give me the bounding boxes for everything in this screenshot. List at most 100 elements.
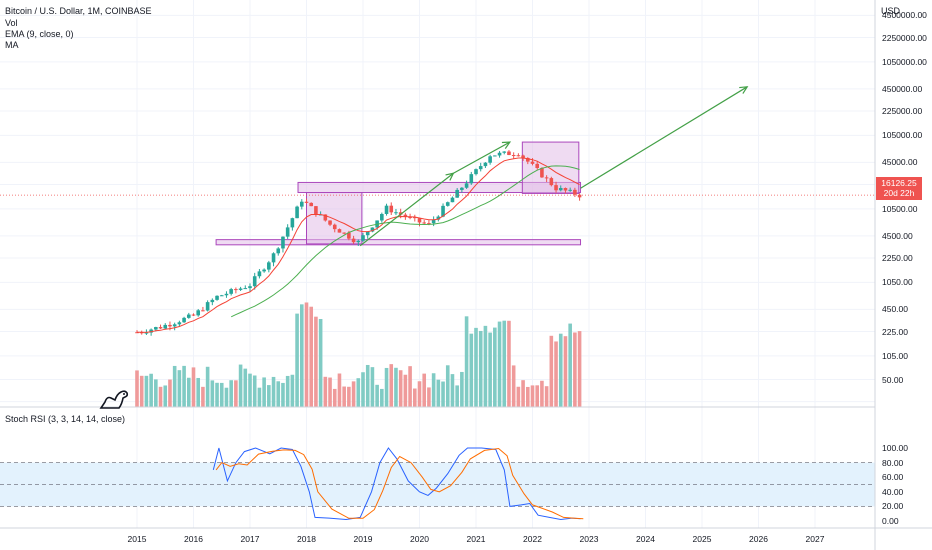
candle-body	[356, 240, 361, 243]
volume-bar	[219, 382, 224, 407]
candle-body	[252, 276, 257, 287]
volume-bar	[554, 341, 558, 407]
candle-body	[436, 216, 441, 220]
year-tick-label: 2020	[410, 534, 429, 544]
candle-body	[554, 185, 558, 191]
candle-body	[544, 177, 549, 179]
candle-body	[441, 205, 445, 217]
volume-bar	[483, 325, 488, 407]
volume-bar	[248, 373, 252, 407]
volume-bar	[507, 320, 511, 407]
volume-bar	[135, 370, 139, 407]
candle-body	[267, 262, 271, 270]
trend-arrow-2019	[359, 172, 454, 247]
candle-body	[427, 223, 431, 225]
grid-lines	[0, 0, 875, 528]
candle-body	[493, 155, 497, 157]
volume-bar	[139, 375, 144, 407]
volume-bar	[351, 381, 356, 407]
candle-body	[158, 327, 163, 329]
stoch-d-line	[215, 447, 584, 520]
chart-title[interactable]: Bitcoin / U.S. Dollar, 1M, COINBASE	[5, 6, 152, 16]
candle-body	[417, 218, 422, 223]
candle-body	[455, 189, 459, 198]
volume-bar	[502, 320, 507, 407]
trend-arrow-projection-head	[739, 86, 749, 94]
volume-bar	[573, 332, 577, 407]
candle-body	[295, 206, 299, 219]
ma-line	[230, 165, 580, 318]
volume-bar	[445, 365, 450, 407]
volume-bar	[398, 370, 403, 407]
candle-body	[540, 167, 544, 178]
legend-vol[interactable]: Vol	[5, 18, 18, 28]
price-tick-label: 50.00	[882, 374, 904, 385]
volume-bar	[544, 386, 549, 407]
candle-body	[516, 155, 521, 157]
volume-bar	[356, 378, 361, 407]
volume-bar	[412, 388, 417, 407]
volume-bar	[469, 333, 474, 407]
candle-body	[384, 205, 389, 214]
consolidation-box-2022	[521, 141, 580, 194]
volume-bar	[403, 374, 408, 407]
legend-ema[interactable]: EMA (9, close, 0)	[5, 29, 74, 39]
volume-bar	[163, 385, 168, 407]
candle-body	[497, 152, 502, 156]
volume-bar	[234, 380, 238, 407]
year-tick-label: 2015	[127, 534, 147, 544]
candle-body	[172, 324, 177, 327]
volume-bar	[295, 313, 299, 407]
candle-body	[445, 202, 450, 206]
candle-body	[568, 189, 572, 191]
candle-body	[276, 248, 281, 254]
candle-body	[168, 324, 172, 327]
candle-body	[332, 224, 337, 230]
candle-body	[163, 324, 168, 329]
candle-body	[412, 217, 417, 219]
volume-bar	[215, 382, 219, 407]
candle-body	[577, 194, 582, 198]
currency-label: USD	[881, 6, 901, 16]
current-price-value: 16126.25	[881, 178, 917, 188]
price-tick-label: 450.00	[882, 304, 908, 315]
candle-body	[219, 295, 224, 297]
candle-body	[309, 202, 314, 207]
rsi-tick-label: 20.00	[882, 501, 904, 512]
price-tick-label: 4500.00	[882, 230, 913, 241]
candle-body	[361, 235, 365, 241]
candle-body	[469, 174, 474, 184]
volume-bar	[530, 385, 535, 407]
year-tick-label: 2021	[466, 534, 486, 544]
price-tick-label: 1050.00	[882, 277, 913, 288]
legend-stoch-rsi[interactable]: Stoch RSI (3, 3, 14, 14, close)	[5, 414, 126, 424]
candle-body	[328, 220, 332, 225]
volume-bar	[290, 374, 295, 407]
candle-body	[154, 327, 158, 330]
candle-body	[507, 151, 511, 156]
volume-bar	[389, 364, 394, 407]
candle-body	[530, 161, 535, 164]
candle-body	[365, 231, 370, 236]
candle-body	[431, 219, 436, 224]
tradingview-dino-icon[interactable]	[97, 384, 131, 410]
volume-bar	[521, 380, 525, 407]
volume-bar	[380, 388, 384, 407]
candle-body	[290, 218, 295, 228]
candle-body	[215, 295, 219, 300]
candle-body	[257, 271, 262, 277]
volume-bar	[549, 335, 554, 407]
legend-ma[interactable]: MA	[5, 40, 19, 50]
volume-bar	[540, 380, 544, 407]
volume-bar	[417, 381, 422, 407]
volume-bar	[431, 373, 436, 407]
candle-body	[182, 317, 186, 323]
candle-body	[573, 189, 577, 195]
candle-body	[450, 197, 455, 203]
candle-body	[535, 163, 540, 168]
year-tick-label: 2022	[523, 534, 542, 544]
price-tick-label: 1050000.00	[882, 56, 927, 67]
rsi-tick-label: 0.00	[882, 516, 899, 526]
candle-body	[210, 299, 215, 303]
